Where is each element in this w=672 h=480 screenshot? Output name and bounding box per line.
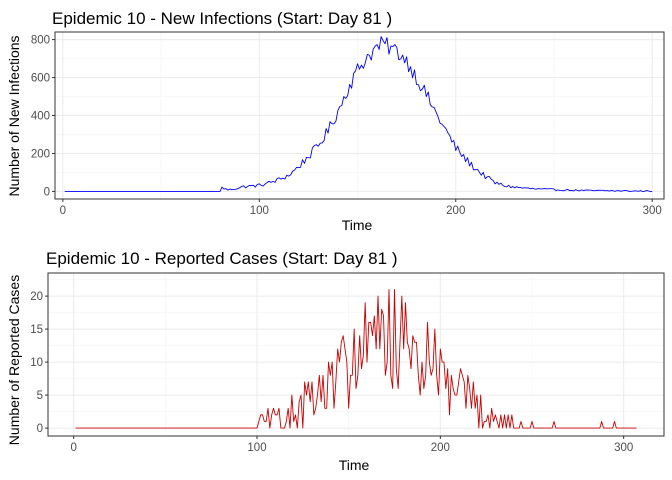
y-tick-label: 800 — [31, 35, 50, 47]
y-tick-label: 0 — [37, 423, 43, 435]
x-tick-label: 300 — [614, 442, 633, 454]
series-line — [64, 36, 653, 192]
y-axis-title: Number of Reported Cases — [6, 275, 22, 445]
y-tick-label: 200 — [31, 148, 50, 160]
new-infections-chart: Epidemic 10 - New Infections (Start: Day… — [6, 9, 665, 233]
series-line-group — [75, 289, 637, 429]
y-tick-label: 0 — [44, 186, 50, 198]
grid — [55, 32, 664, 199]
series-line-group — [64, 36, 653, 192]
reported-cases-chart: Epidemic 10 - Reported Cases (Start: Day… — [6, 249, 665, 473]
x-tick-label: 0 — [70, 442, 76, 454]
x-tick-label: 300 — [643, 205, 662, 217]
y-tick-label: 600 — [31, 73, 50, 85]
x-tick-label: 200 — [446, 205, 465, 217]
x-axis-title: Time — [342, 217, 373, 233]
x-tick-label: 0 — [60, 205, 66, 217]
series-line — [75, 289, 637, 429]
plot-panel — [47, 272, 665, 437]
x-tick-label: 200 — [431, 442, 450, 454]
x-tick-label: 100 — [247, 442, 266, 454]
axis-ticks: 0 100 200 300 0 5 10 15 20 — [30, 291, 633, 454]
y-axis-title: Number of New Infections — [6, 35, 22, 196]
axis-ticks: 0 100 200 300 0 200 400 600 800 — [31, 35, 662, 217]
y-tick-label: 20 — [30, 291, 43, 303]
x-axis-title: Time — [339, 457, 370, 473]
y-tick-label: 400 — [31, 111, 50, 123]
y-tick-label: 15 — [30, 324, 43, 336]
chart-title: Epidemic 10 - New Infections (Start: Day… — [52, 9, 392, 28]
x-tick-label: 100 — [250, 205, 269, 217]
y-tick-label: 10 — [30, 357, 43, 369]
chart-title: Epidemic 10 - Reported Cases (Start: Day… — [46, 249, 397, 268]
y-tick-label: 5 — [37, 390, 43, 402]
grid — [48, 273, 664, 436]
